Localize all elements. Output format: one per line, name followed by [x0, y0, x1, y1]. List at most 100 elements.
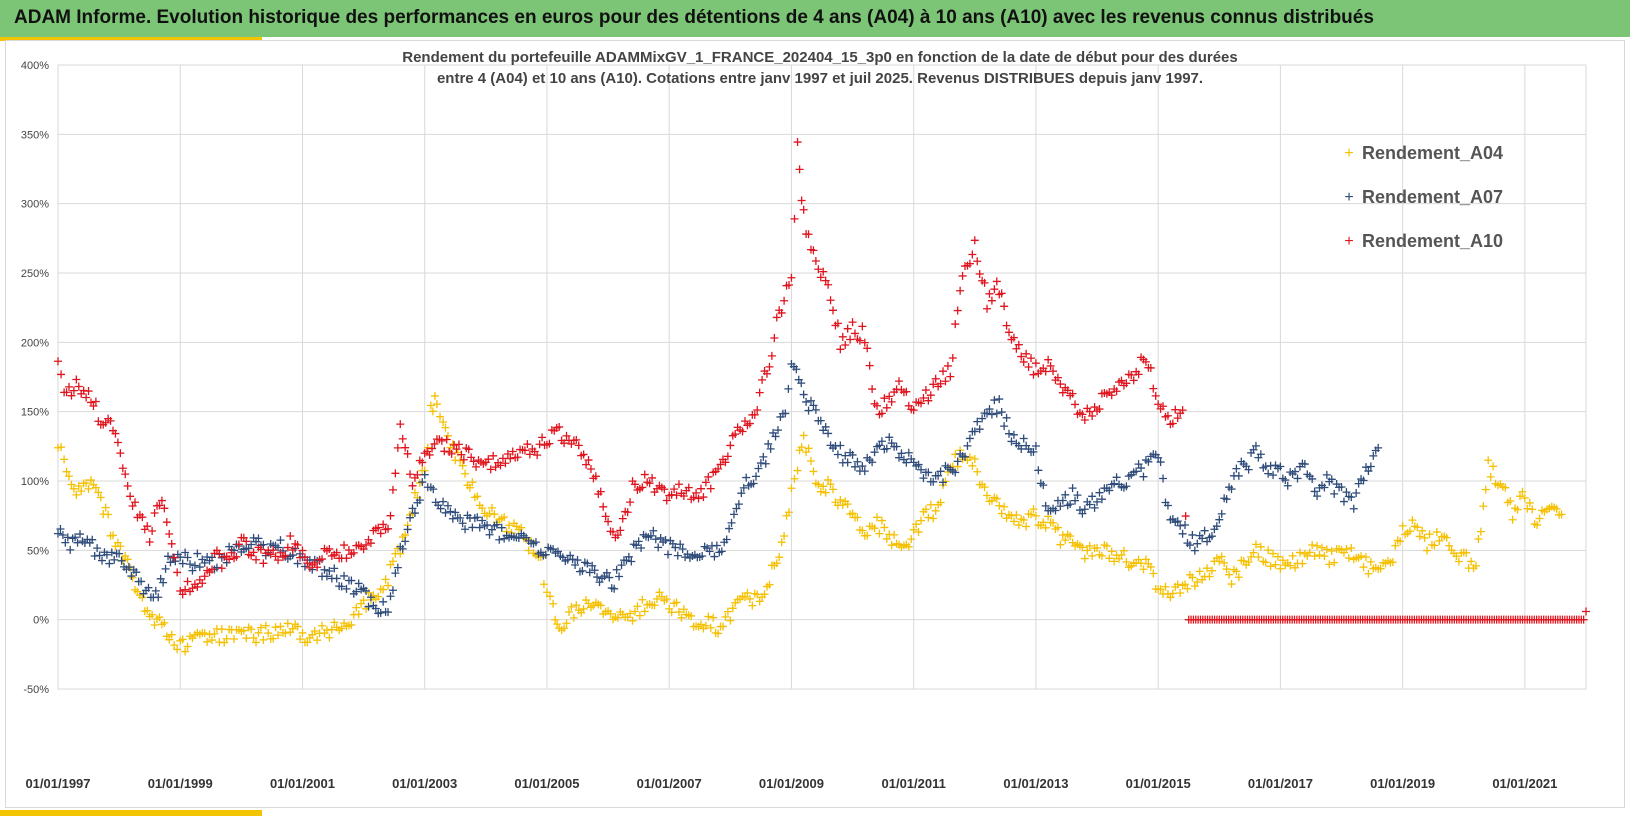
data-point	[1149, 569, 1158, 578]
data-point	[970, 427, 979, 436]
series-rendement_a07	[54, 359, 1383, 618]
data-point	[601, 512, 610, 521]
data-point	[76, 530, 85, 539]
data-point	[1154, 400, 1163, 409]
data-point	[649, 526, 658, 535]
data-point	[115, 549, 124, 558]
data-point	[1557, 510, 1566, 519]
data-point	[293, 622, 302, 631]
data-point	[660, 485, 669, 494]
data-point	[1009, 430, 1018, 439]
data-point	[606, 609, 615, 618]
data-point	[327, 625, 336, 634]
data-point	[1212, 522, 1221, 531]
data-point	[1156, 458, 1165, 467]
data-point	[1364, 569, 1373, 578]
gridlines	[57, 64, 1587, 690]
data-point	[1286, 561, 1295, 570]
data-point	[787, 484, 796, 493]
data-point	[1168, 419, 1177, 428]
data-point	[117, 556, 126, 565]
data-point	[1535, 514, 1544, 523]
data-point	[439, 418, 448, 427]
data-point	[985, 289, 994, 298]
data-point	[340, 541, 349, 550]
data-point	[1369, 451, 1378, 460]
data-point	[1122, 379, 1131, 388]
data-point	[362, 586, 371, 595]
data-point	[863, 344, 872, 353]
data-point	[379, 520, 388, 529]
data-point	[1117, 376, 1126, 385]
data-point	[873, 513, 882, 522]
data-point	[303, 638, 312, 647]
data-point	[242, 634, 251, 643]
data-point	[178, 635, 187, 644]
data-point	[127, 572, 136, 581]
data-point	[1288, 551, 1297, 560]
data-point	[843, 458, 852, 467]
data-point	[760, 590, 769, 599]
data-point	[654, 543, 663, 552]
data-point	[824, 475, 833, 484]
data-point	[887, 397, 896, 406]
data-point	[452, 445, 461, 454]
data-point	[1198, 534, 1207, 543]
data-point	[364, 602, 373, 611]
data-point	[616, 526, 625, 535]
data-point	[418, 478, 427, 487]
data-point	[640, 470, 649, 479]
data-point	[716, 460, 725, 469]
data-point	[1215, 557, 1224, 566]
data-point	[126, 563, 135, 572]
data-point	[1068, 484, 1077, 493]
x-tick-label: 01/01/2019	[1370, 776, 1435, 791]
data-point	[646, 531, 655, 540]
data-point	[65, 382, 74, 391]
data-point	[765, 580, 774, 589]
data-point	[684, 483, 693, 492]
data-point	[259, 540, 268, 549]
data-point	[1217, 509, 1226, 518]
data-point	[648, 473, 657, 482]
data-point	[1310, 487, 1319, 496]
data-point	[464, 445, 473, 454]
data-point	[816, 487, 825, 496]
data-point	[143, 522, 152, 531]
data-point	[288, 546, 297, 555]
data-point	[413, 470, 422, 479]
data-point	[745, 594, 754, 603]
data-point	[195, 563, 204, 572]
data-point	[784, 384, 793, 393]
data-point	[568, 555, 577, 564]
data-point	[57, 443, 66, 452]
data-point	[765, 362, 774, 371]
data-point	[1017, 352, 1026, 361]
data-point	[740, 417, 749, 426]
data-point	[1305, 548, 1314, 557]
data-point	[1415, 532, 1424, 541]
data-point	[489, 451, 498, 460]
data-point	[885, 392, 894, 401]
data-point	[583, 559, 592, 568]
data-point	[428, 407, 437, 416]
data-point	[322, 572, 331, 581]
data-point	[1322, 545, 1331, 554]
data-point	[215, 549, 224, 558]
data-point	[208, 565, 217, 574]
data-point	[797, 196, 806, 205]
data-point	[1271, 560, 1280, 569]
data-point	[626, 609, 635, 618]
data-point	[1063, 386, 1072, 395]
data-point	[203, 637, 212, 646]
data-point	[605, 573, 614, 582]
data-point	[1049, 518, 1058, 527]
data-point	[1097, 551, 1106, 560]
data-point	[379, 585, 388, 594]
series-rendement_a10	[54, 138, 1590, 624]
data-point	[865, 361, 874, 370]
data-point	[1007, 437, 1016, 446]
data-point	[797, 443, 806, 452]
data-point	[347, 576, 356, 585]
data-point	[929, 514, 938, 523]
